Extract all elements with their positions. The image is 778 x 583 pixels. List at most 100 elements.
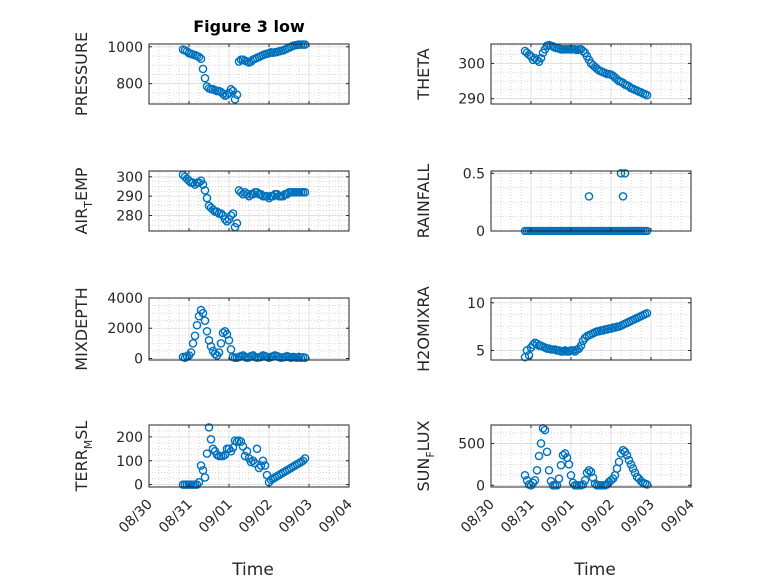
x-tick-label: 08/30 [116,497,156,537]
subplot-5: 0 2000 4000 MIXDEPTH [72,287,350,371]
data-point [544,465,554,475]
y-tick-label: 5 [476,343,485,359]
y-tick-label: 290 [458,92,485,108]
data-point [260,461,270,470]
data-point [216,209,226,218]
subplot-8: 0 500 SUNFLUX 08/30 08/31 09/01 09/02 09/03 09/0… [414,420,698,580]
data-point [624,455,634,465]
data-point [186,348,196,357]
axes-box [148,170,350,232]
data-point [232,218,242,228]
axes-box [148,424,350,488]
subplot-2: 290 300 THETA [414,40,692,108]
data-point [536,53,546,63]
series-markers [178,423,310,489]
data-point [200,316,210,325]
axes-box [490,170,692,232]
data-point [556,460,566,470]
series-markers [178,170,310,232]
data-point [224,336,234,345]
y-tick-label: 1000 [107,40,143,56]
data-point [256,461,266,470]
data-point [278,191,288,201]
data-point [188,339,198,348]
data-point [582,468,592,478]
data-point [206,342,216,351]
data-point [222,217,232,226]
data-point [188,178,198,187]
y-tick-label: 4000 [107,291,143,307]
data-point [528,478,538,488]
data-point [520,470,530,480]
series-markers [178,305,310,363]
y-tick-label: 10 [467,296,485,312]
axes-box [490,424,692,488]
data-point [198,180,208,189]
data-point [208,205,218,215]
series-markers [178,40,310,104]
data-point [300,454,310,463]
data-point [220,215,230,224]
y-tick-label: 200 [116,430,143,446]
y-tick-label: 300 [116,170,143,186]
x-tick-label: 09/04 [316,496,356,536]
y-tick-label: 0 [134,478,143,494]
subplot-1: 800 1000 PRESSURE Figure 3 low [72,17,350,116]
data-point [248,456,258,466]
data-point [578,480,588,489]
subplot-4: 0 0.5 RAINFALL [414,164,692,240]
y-tick-label: 280 [116,209,143,225]
data-point [242,189,252,199]
data-point [534,451,544,461]
data-point [536,439,546,448]
data-point [198,308,208,318]
data-point [192,480,202,489]
y-axis-label: TERRMSL [72,421,95,493]
data-point [588,473,598,483]
y-axis-label: SUNFLUX [414,420,437,491]
y-axis-label: RAINFALL [414,164,433,239]
data-point [208,444,218,454]
data-point [258,456,268,466]
data-point [226,84,236,94]
x-tick-label: 09/02 [578,497,618,537]
data-point [264,193,274,203]
y-tick-label: 290 [116,189,143,205]
data-point [628,464,638,473]
data-point [620,169,630,178]
data-point [202,193,212,203]
y-axis-label: AIRTEMP [72,167,95,234]
x-tick-label: 09/01 [196,497,236,537]
data-point [524,350,534,360]
data-point [566,470,576,480]
chart-title: Figure 3 low [193,17,305,36]
data-point [200,73,210,83]
y-axis-label: THETA [414,48,433,100]
data-point [542,447,552,457]
x-tick-label: 08/30 [458,497,498,537]
data-point [564,460,574,469]
data-point [578,46,588,56]
data-point [616,169,626,178]
data-point [554,474,564,483]
data-point [268,191,278,201]
data-point [252,444,262,454]
y-tick-label: 100 [116,454,143,470]
data-point [198,64,208,74]
data-point [248,189,258,199]
data-point [234,57,244,66]
data-point [190,180,200,189]
y-tick-label: 300 [458,56,485,72]
x-tick-label: 09/04 [658,496,698,536]
axes-box [490,43,692,105]
data-point [226,345,236,354]
y-tick-label: 0 [476,478,485,494]
data-point [642,90,652,100]
data-point [236,437,246,446]
x-tick-label: 09/02 [236,497,276,537]
series-markers [520,308,652,362]
data-point [256,352,266,362]
x-tick-label: 09/01 [538,497,578,537]
axes-box [148,297,350,361]
